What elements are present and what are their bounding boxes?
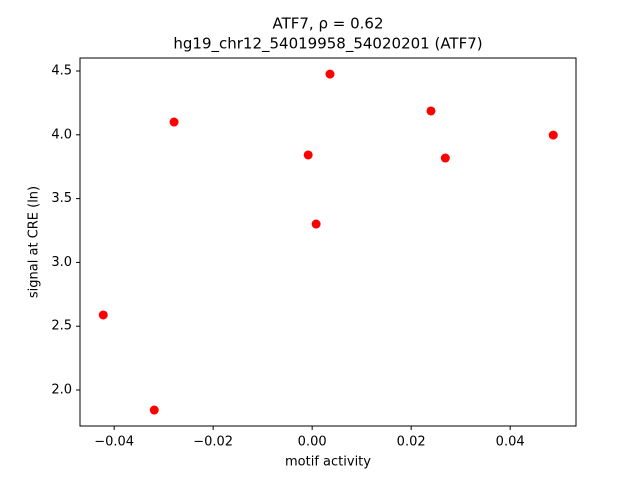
y-tick-label: 4.0 (51, 127, 72, 142)
x-tick-label: −0.04 (94, 435, 134, 450)
point (149, 405, 159, 415)
x-tick-label: −0.02 (193, 435, 233, 450)
x-tick-label: 0.04 (496, 435, 525, 450)
point (325, 69, 335, 79)
x-tick-label: 0.02 (397, 435, 426, 450)
y-axis-label: signal at CRE (ln) (27, 186, 42, 298)
x-tick-label: 0.00 (298, 435, 327, 450)
point (169, 117, 179, 127)
point (303, 150, 313, 160)
y-tick-label: 4.5 (51, 64, 72, 79)
point (98, 310, 108, 320)
point (426, 106, 436, 116)
point (311, 219, 321, 229)
chart-title: ATF7, ρ = 0.62 (273, 15, 384, 33)
y-tick-label: 2.0 (51, 383, 72, 398)
y-tick-label: 3.5 (51, 191, 72, 206)
x-axis-label: motif activity (285, 455, 371, 470)
point (440, 153, 450, 163)
y-tick-label: 2.5 (51, 319, 72, 334)
chart-subtitle: hg19_chr12_54019958_54020201 (ATF7) (173, 35, 482, 54)
point (548, 130, 558, 140)
plot-frame (79, 57, 577, 427)
y-tick-label: 3.0 (51, 255, 72, 270)
